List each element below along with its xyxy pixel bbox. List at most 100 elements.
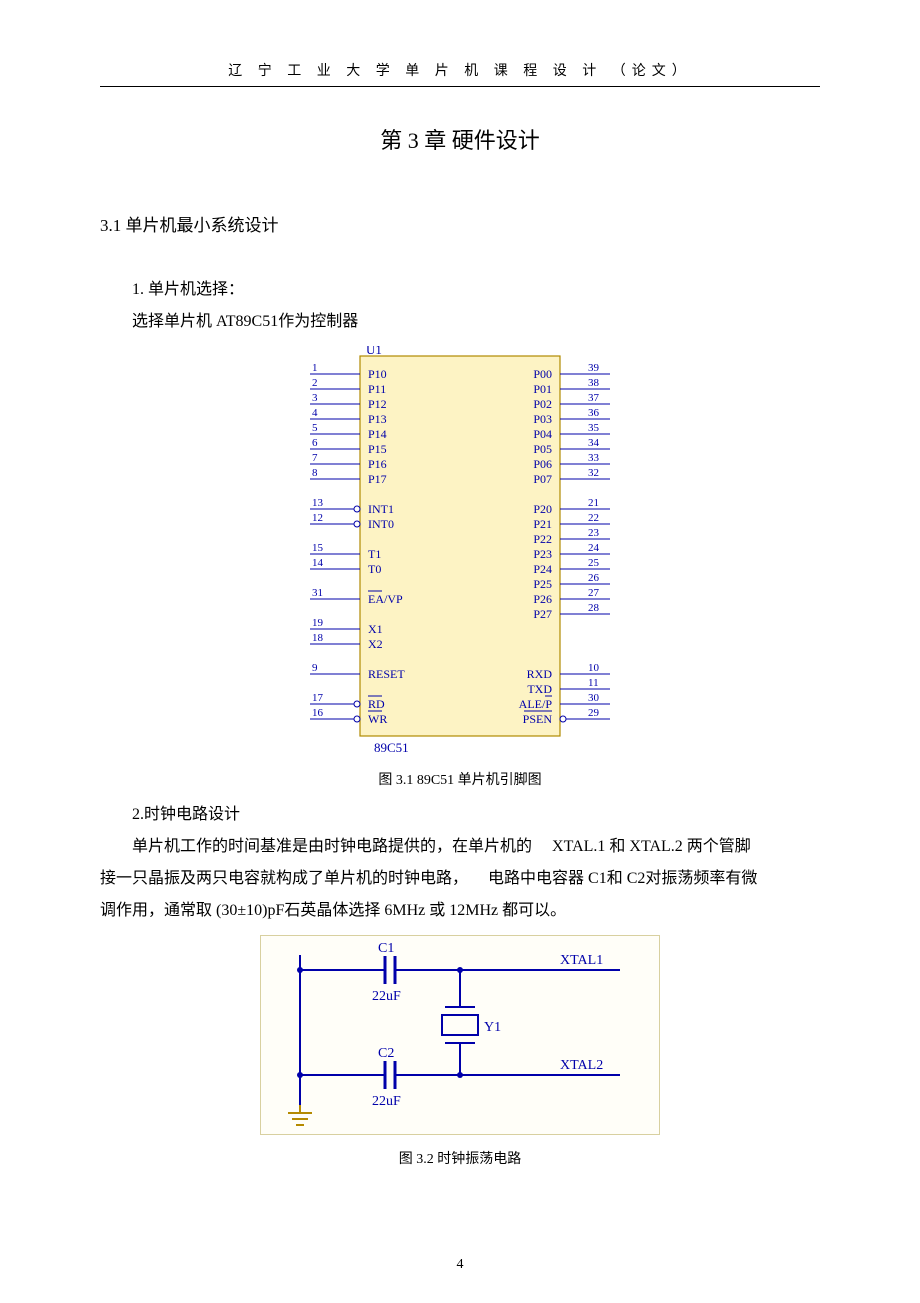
svg-text:XTAL1: XTAL1	[560, 953, 603, 968]
section-3-1-title: 3.1 单片机最小系统设计	[100, 211, 820, 236]
svg-text:39: 39	[588, 362, 600, 374]
svg-text:8: 8	[312, 467, 318, 479]
svg-text:1: 1	[312, 362, 318, 374]
item1-label: 1. 单片机选择：	[132, 274, 820, 306]
clock-text-2: 接一只晶振及两只电容就构成了单片机的时钟电路，	[100, 870, 468, 887]
svg-text:ALE/P: ALE/P	[519, 697, 553, 711]
fig-3-2-caption: 图 3.2 时钟振荡电路	[100, 1148, 820, 1168]
svg-text:T0: T0	[368, 562, 381, 576]
svg-text:6: 6	[312, 437, 318, 449]
svg-text:33: 33	[588, 452, 600, 464]
svg-text:15: 15	[312, 542, 324, 554]
svg-text:P13: P13	[368, 412, 387, 426]
svg-text:P21: P21	[533, 517, 552, 531]
page-number: 4	[0, 1257, 920, 1273]
chip-diagram: U1 89C51 1 P10 2 P11 3 P12 4 P13 5 P14 6 P15 7 P16 8 P17 1…	[300, 346, 620, 756]
svg-text:P07: P07	[533, 472, 552, 486]
svg-text:26: 26	[588, 572, 600, 584]
svg-text:RXD: RXD	[527, 667, 553, 681]
svg-text:35: 35	[588, 422, 600, 434]
svg-text:X1: X1	[368, 622, 383, 636]
svg-text:4: 4	[312, 407, 318, 419]
svg-text:PSEN: PSEN	[523, 712, 553, 726]
svg-text:EA/VP: EA/VP	[368, 592, 403, 606]
svg-text:14: 14	[312, 557, 324, 569]
svg-text:21: 21	[588, 497, 599, 509]
svg-text:INT1: INT1	[368, 502, 394, 516]
clock-para-2: 接一只晶振及两只电容就构成了单片机的时钟电路， 电路中电容器 C1和 C2对振荡…	[100, 863, 820, 895]
svg-text:5: 5	[312, 422, 318, 434]
clock-text-1b: XTAL.1 和 XTAL.2 两个管脚	[552, 838, 751, 855]
svg-text:23: 23	[588, 527, 600, 539]
svg-text:C2: C2	[378, 1046, 394, 1061]
svg-text:19: 19	[312, 617, 324, 629]
svg-text:36: 36	[588, 407, 600, 419]
svg-text:Y1: Y1	[484, 1020, 501, 1035]
svg-text:P01: P01	[533, 382, 552, 396]
svg-text:18: 18	[312, 632, 324, 644]
svg-text:16: 16	[312, 707, 324, 719]
svg-text:7: 7	[312, 452, 318, 464]
svg-text:P25: P25	[533, 577, 552, 591]
svg-text:T1: T1	[368, 547, 381, 561]
svg-text:TXD: TXD	[527, 682, 552, 696]
item1-text: 选择单片机 AT89C51作为控制器	[132, 306, 820, 338]
svg-text:P11: P11	[368, 382, 386, 396]
svg-text:29: 29	[588, 707, 600, 719]
svg-text:10: 10	[588, 662, 600, 674]
svg-text:P20: P20	[533, 502, 552, 516]
svg-text:XTAL2: XTAL2	[560, 1058, 603, 1073]
svg-text:9: 9	[312, 662, 318, 674]
svg-text:2: 2	[312, 377, 318, 389]
figure-3-1: U1 89C51 1 P10 2 P11 3 P12 4 P13 5 P14 6 P15 7 P16 8 P17 1…	[100, 346, 820, 761]
figure-3-2: C122uFXTAL1C222uFXTAL2Y1	[100, 935, 820, 1140]
svg-text:17: 17	[312, 692, 324, 704]
chapter-title: 第 3 章 硬件设计	[100, 123, 820, 155]
svg-text:89C51: 89C51	[374, 740, 409, 755]
svg-text:WR: WR	[368, 712, 387, 726]
svg-text:INT0: INT0	[368, 517, 394, 531]
svg-text:12: 12	[312, 512, 323, 524]
svg-text:P23: P23	[533, 547, 552, 561]
svg-text:P04: P04	[533, 427, 552, 441]
clock-para-3: 调作用，通常取 (30±10)pF石英晶体选择 6MHz 或 12MHz 都可以…	[100, 895, 820, 927]
svg-text:P03: P03	[533, 412, 552, 426]
svg-text:11: 11	[588, 677, 599, 689]
svg-text:U1: U1	[366, 346, 382, 357]
svg-text:P26: P26	[533, 592, 552, 606]
page-header: 辽 宁 工 业 大 学 单 片 机 课 程 设 计 （论文）	[100, 60, 820, 87]
svg-text:13: 13	[312, 497, 324, 509]
svg-text:P24: P24	[533, 562, 552, 576]
clock-text-1: 单片机工作的时间基准是由时钟电路提供的，在单片机的	[132, 838, 532, 855]
svg-text:24: 24	[588, 542, 600, 554]
svg-text:P17: P17	[368, 472, 387, 486]
svg-text:22uF: 22uF	[372, 989, 401, 1004]
svg-text:31: 31	[312, 587, 323, 599]
svg-text:37: 37	[588, 392, 600, 404]
svg-text:P16: P16	[368, 457, 387, 471]
svg-text:34: 34	[588, 437, 600, 449]
svg-text:30: 30	[588, 692, 600, 704]
svg-text:28: 28	[588, 602, 600, 614]
svg-text:P10: P10	[368, 367, 387, 381]
svg-text:P22: P22	[533, 532, 552, 546]
svg-text:3: 3	[312, 392, 318, 404]
svg-text:27: 27	[588, 587, 600, 599]
svg-text:P06: P06	[533, 457, 552, 471]
svg-text:22uF: 22uF	[372, 1094, 401, 1109]
svg-text:P00: P00	[533, 367, 552, 381]
svg-text:25: 25	[588, 557, 600, 569]
clock-diagram: C122uFXTAL1C222uFXTAL2Y1	[260, 935, 660, 1135]
svg-text:P12: P12	[368, 397, 387, 411]
svg-text:22: 22	[588, 512, 599, 524]
svg-text:RESET: RESET	[368, 667, 405, 681]
clock-text-2b: 电路中电容器 C1和 C2对振荡频率有微	[488, 870, 757, 887]
svg-text:P14: P14	[368, 427, 387, 441]
item2-label: 2.时钟电路设计	[132, 799, 820, 831]
svg-text:P27: P27	[533, 607, 552, 621]
svg-text:P02: P02	[533, 397, 552, 411]
svg-text:RD: RD	[368, 697, 385, 711]
clock-para: 单片机工作的时间基准是由时钟电路提供的，在单片机的 XTAL.1 和 XTAL.…	[100, 831, 820, 863]
svg-text:38: 38	[588, 377, 600, 389]
svg-text:P15: P15	[368, 442, 387, 456]
